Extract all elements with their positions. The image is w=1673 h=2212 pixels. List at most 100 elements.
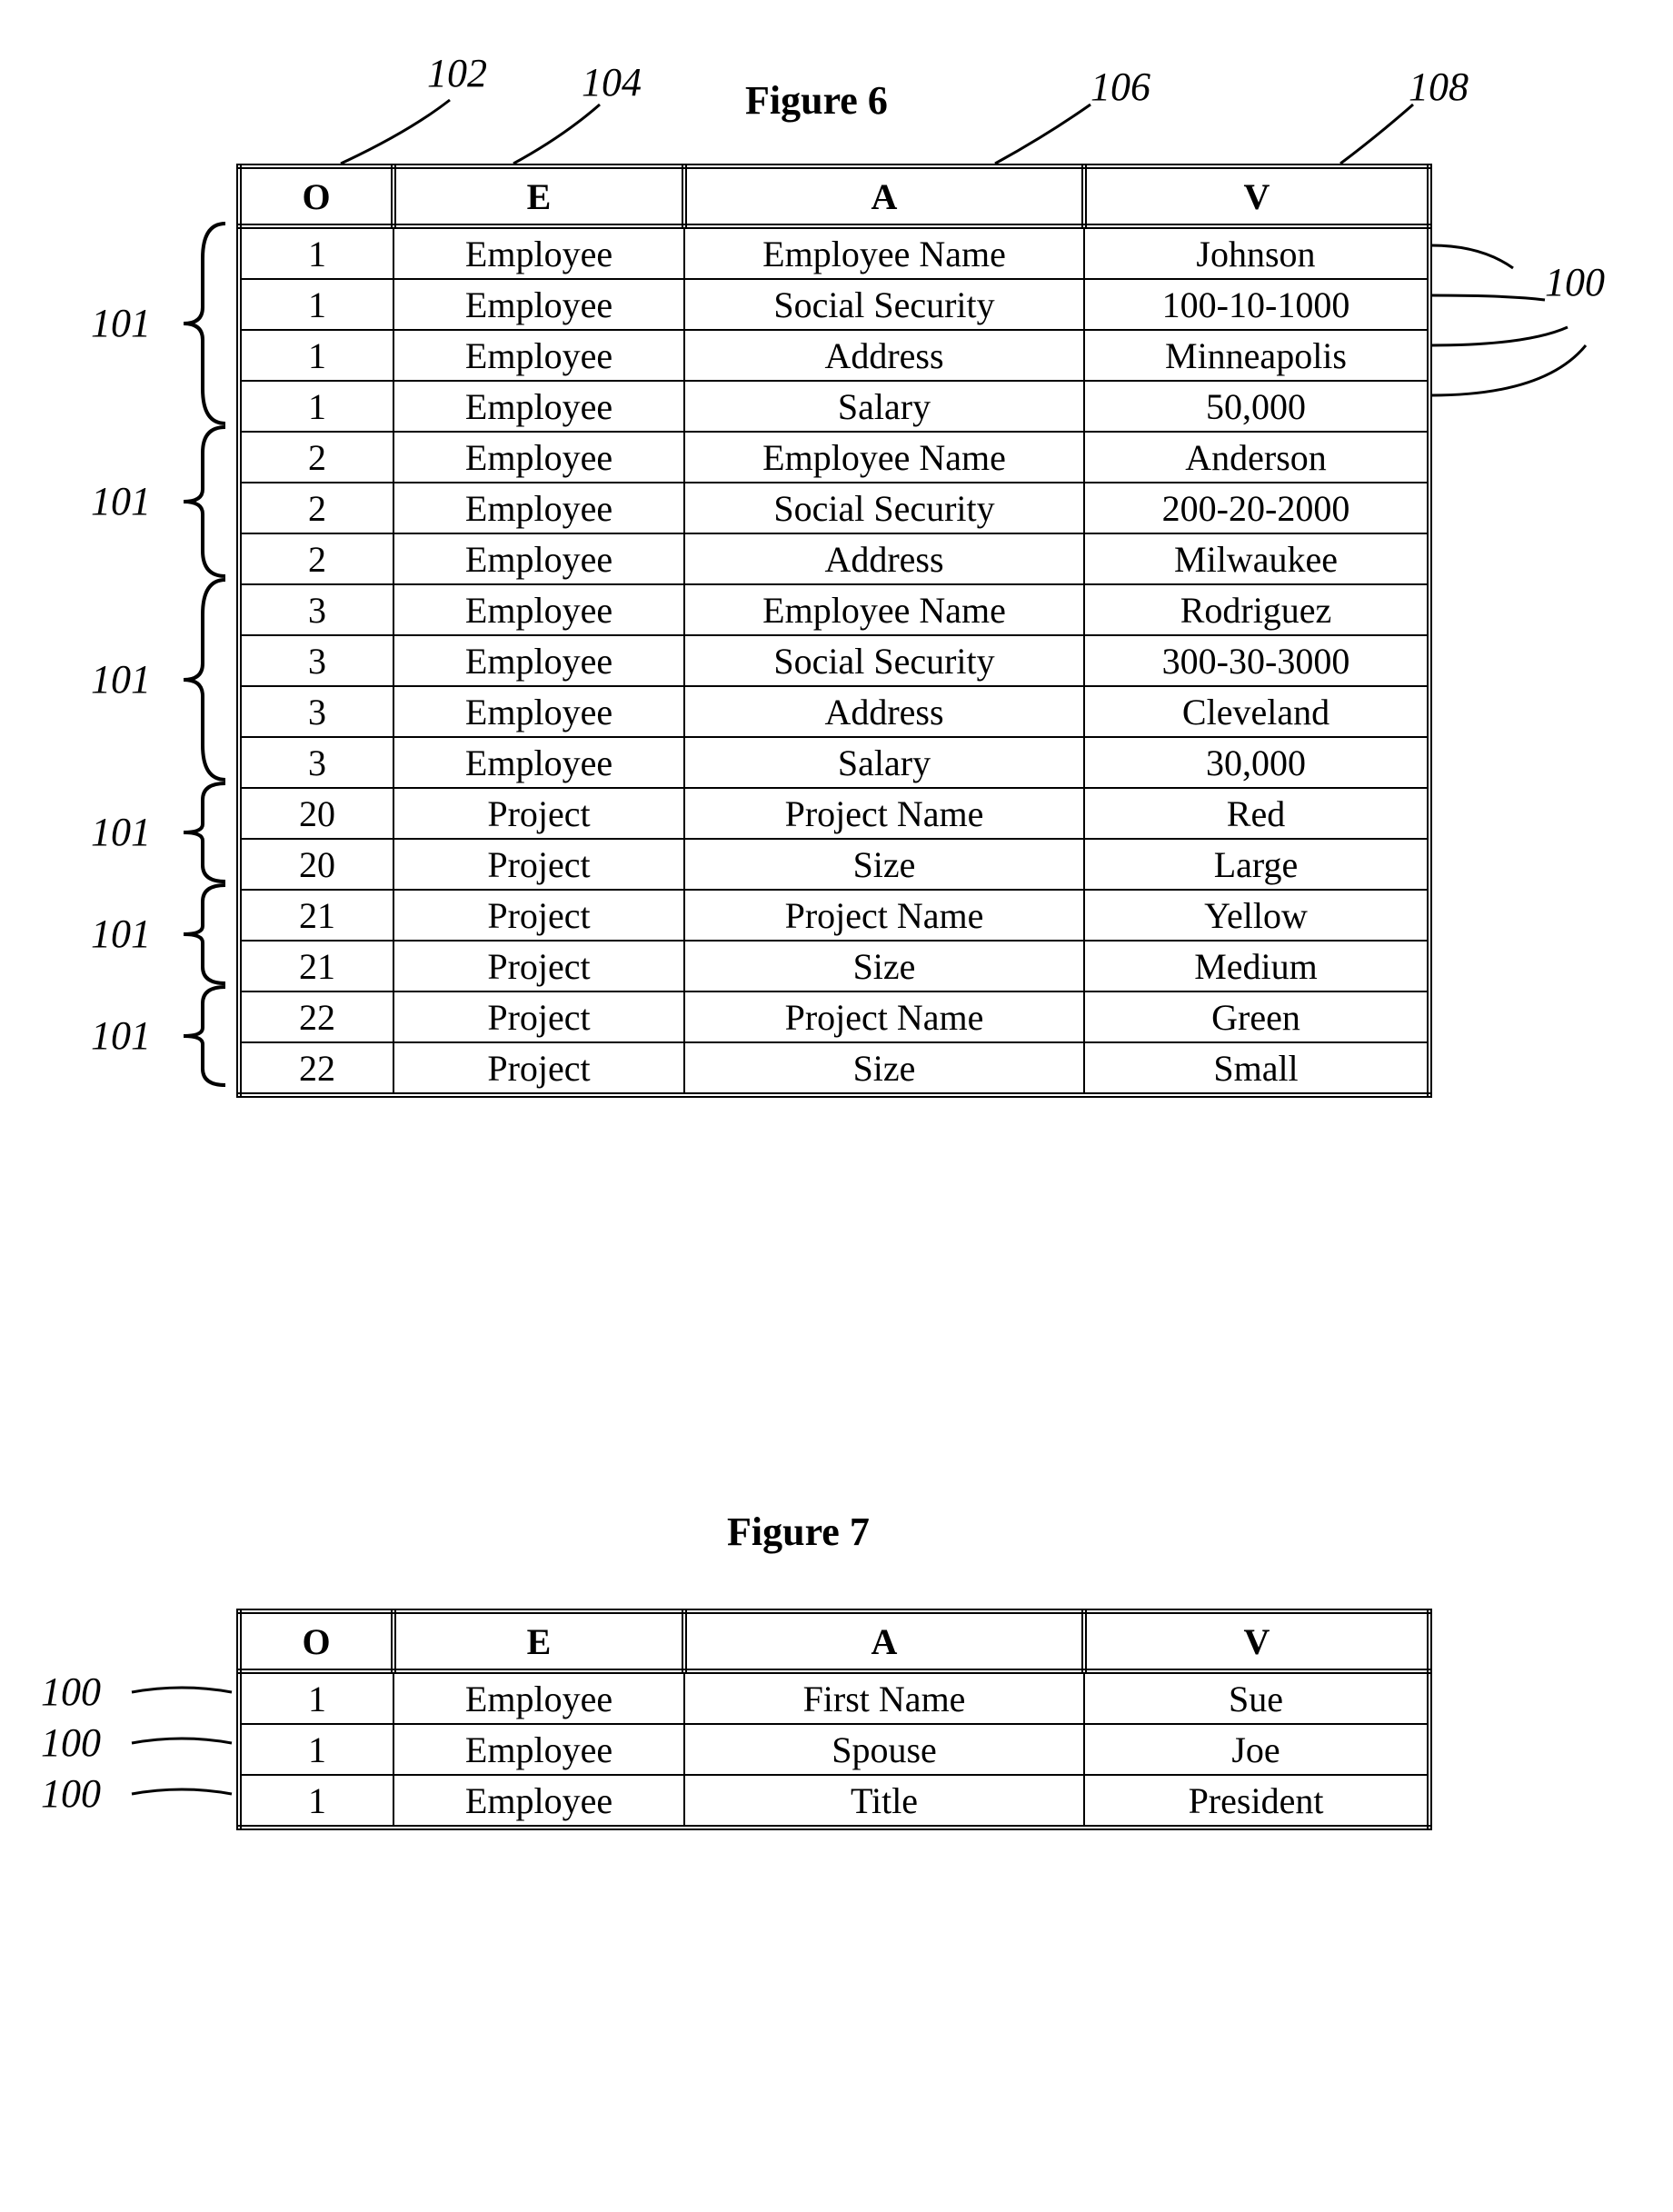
anno-101: 101: [91, 809, 151, 855]
col-V: V: [1084, 166, 1429, 226]
table-cell: Project Name: [684, 788, 1084, 839]
table-cell: 21: [239, 890, 393, 941]
table-cell: Employee: [393, 1775, 684, 1828]
table-cell: Employee Name: [684, 226, 1084, 279]
table-cell: Spouse: [684, 1724, 1084, 1775]
curly-brace-icon: [180, 782, 234, 883]
curly-brace-icon: [180, 985, 234, 1087]
table-row: 3EmployeeAddressCleveland: [239, 686, 1429, 737]
table-cell: Address: [684, 330, 1084, 381]
table-cell: Small: [1084, 1042, 1429, 1095]
col-O: O: [239, 166, 393, 226]
table-cell: 1: [239, 279, 393, 330]
table-cell: First Name: [684, 1671, 1084, 1724]
table-cell: Project: [393, 941, 684, 991]
table-cell: Project: [393, 1042, 684, 1095]
table-cell: Employee: [393, 584, 684, 635]
anno-101: 101: [91, 478, 151, 524]
col-V: V: [1084, 1611, 1429, 1671]
figure-6-table: O E A V 1EmployeeEmployee NameJohnson1Em…: [236, 164, 1432, 1098]
table-cell: Medium: [1084, 941, 1429, 991]
table-cell: Address: [684, 533, 1084, 584]
col-E: E: [393, 166, 684, 226]
table-cell: Project Name: [684, 991, 1084, 1042]
table-cell: Anderson: [1084, 432, 1429, 483]
curly-brace-icon: [180, 578, 234, 782]
table-cell: Employee: [393, 1724, 684, 1775]
table-row: 22ProjectSizeSmall: [239, 1042, 1429, 1095]
anno-104: 104: [582, 59, 642, 105]
figure-7-table-wrap: O E A V 1EmployeeFirst NameSue1EmployeeS…: [236, 1609, 1432, 1830]
table-row: 22ProjectProject NameGreen: [239, 991, 1429, 1042]
table-cell: Salary: [684, 381, 1084, 432]
callout-lead-icon: [127, 1716, 236, 1770]
anno-106: 106: [1090, 64, 1150, 110]
table-cell: Minneapolis: [1084, 330, 1429, 381]
curly-brace-icon: [180, 883, 234, 985]
callout-100-leads: [1427, 218, 1663, 454]
table-cell: Title: [684, 1775, 1084, 1828]
table-cell: Employee: [393, 686, 684, 737]
figure-7-title: Figure 7: [727, 1509, 870, 1555]
table-cell: Employee: [393, 381, 684, 432]
table-cell: 1: [239, 1775, 393, 1828]
table-cell: Size: [684, 941, 1084, 991]
table-header-row: O E A V: [239, 166, 1429, 226]
table-row: 1EmployeeFirst NameSue: [239, 1671, 1429, 1724]
table-cell: Green: [1084, 991, 1429, 1042]
page: Figure 6 102 104 106 108 O E A V 1Employ…: [0, 0, 1673, 2212]
table-cell: Employee: [393, 330, 684, 381]
callout-lead-icon: [127, 1767, 236, 1821]
table-cell: Address: [684, 686, 1084, 737]
table-cell: 30,000: [1084, 737, 1429, 788]
table-cell: 2: [239, 533, 393, 584]
anno-100: 100: [41, 1770, 101, 1817]
col-E: E: [393, 1611, 684, 1671]
table-row: 1EmployeeSalary50,000: [239, 381, 1429, 432]
callout-lead-icon: [127, 1665, 236, 1719]
anno-102: 102: [427, 50, 487, 96]
table-cell: 1: [239, 330, 393, 381]
table-cell: Employee: [393, 432, 684, 483]
table-row: 1EmployeeAddressMinneapolis: [239, 330, 1429, 381]
table-cell: Project Name: [684, 890, 1084, 941]
table-row: 20ProjectProject NameRed: [239, 788, 1429, 839]
table-cell: 1: [239, 226, 393, 279]
table-cell: Employee: [393, 1671, 684, 1724]
table-cell: Yellow: [1084, 890, 1429, 941]
table-cell: Project: [393, 839, 684, 890]
table-row: 1EmployeeSpouseJoe: [239, 1724, 1429, 1775]
table-row: 2EmployeeEmployee NameAnderson: [239, 432, 1429, 483]
table-cell: 300-30-3000: [1084, 635, 1429, 686]
table-cell: 3: [239, 584, 393, 635]
table-cell: Social Security: [684, 635, 1084, 686]
table-row: 2EmployeeSocial Security200-20-2000: [239, 483, 1429, 533]
table-cell: Sue: [1084, 1671, 1429, 1724]
table-cell: Joe: [1084, 1724, 1429, 1775]
table-cell: 20: [239, 839, 393, 890]
table-cell: Large: [1084, 839, 1429, 890]
col-O: O: [239, 1611, 393, 1671]
col-A: A: [684, 166, 1084, 226]
table-cell: Johnson: [1084, 226, 1429, 279]
table-cell: 2: [239, 483, 393, 533]
table-cell: Employee: [393, 226, 684, 279]
table-cell: Employee Name: [684, 432, 1084, 483]
table-cell: 2: [239, 432, 393, 483]
table-row: 1EmployeeSocial Security100-10-1000: [239, 279, 1429, 330]
anno-101: 101: [91, 1012, 151, 1059]
table-cell: 20: [239, 788, 393, 839]
table-cell: Employee: [393, 737, 684, 788]
anno-100: 100: [41, 1719, 101, 1766]
table-cell: Milwaukee: [1084, 533, 1429, 584]
table-cell: Project: [393, 788, 684, 839]
table-row: 1EmployeeTitlePresident: [239, 1775, 1429, 1828]
table-cell: Employee: [393, 483, 684, 533]
table-row: 21ProjectSizeMedium: [239, 941, 1429, 991]
table-cell: President: [1084, 1775, 1429, 1828]
curly-brace-icon: [180, 425, 234, 578]
table-header-row: O E A V: [239, 1611, 1429, 1671]
table-row: 20ProjectSizeLarge: [239, 839, 1429, 890]
table-cell: 21: [239, 941, 393, 991]
table-cell: Employee Name: [684, 584, 1084, 635]
